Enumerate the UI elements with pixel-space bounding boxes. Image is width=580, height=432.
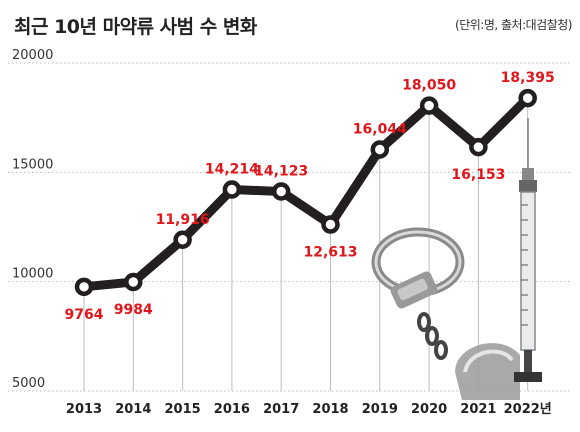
data-point [518,88,537,108]
grid-lines [8,62,572,392]
y-axis: 5000 10000 15000 20000 [12,48,53,391]
x-tick-label: 2018 [312,402,348,417]
y-tick-label: 15000 [12,157,53,172]
chart-source-note: (단위:명, 출처:대검찰청) [455,18,572,32]
data-label: 14,123 [254,164,308,180]
data-point [74,277,94,297]
data-label: 12,613 [303,245,357,261]
data-point [173,230,192,250]
x-axis: 2013 2014 2015 2016 2017 2018 2019 2020 2021 2022… [66,402,552,417]
data-label: 9984 [114,302,153,318]
x-tick-label: 2015 [165,402,201,417]
x-tick-label: 2020 [411,402,447,417]
x-tick-label: 2014 [115,402,151,417]
x-tick-label: 2022년 [504,402,552,417]
data-point [370,140,390,159]
syringe-image [514,118,542,382]
x-tick-label: 2016 [214,402,250,417]
data-point [271,182,291,201]
x-tick-label: 2021 [460,402,496,417]
data-label: 9764 [65,307,104,323]
data-label: 16,153 [451,167,505,183]
y-tick-label: 10000 [12,267,53,282]
x-tick-label: 2013 [66,402,102,417]
x-tick-label: 2017 [263,402,299,417]
data-point [469,137,488,157]
data-point [321,215,340,234]
series-line [79,93,533,292]
data-point [419,96,439,115]
data-label: 14,214 [205,162,259,178]
data-label: 18,395 [501,70,555,86]
data-label: 11,916 [156,212,210,228]
chart-title: 최근 10년 마약류 사범 수 변화 [14,16,257,38]
data-point [222,180,242,199]
data-label: 18,050 [402,78,456,94]
handcuffs-image [371,227,520,400]
y-tick-label: 20000 [12,48,53,63]
x-tick-label: 2019 [362,402,398,417]
y-tick-label: 5000 [12,376,45,391]
data-point [124,272,143,292]
data-label: 16,044 [353,122,407,138]
data-points [74,88,537,297]
